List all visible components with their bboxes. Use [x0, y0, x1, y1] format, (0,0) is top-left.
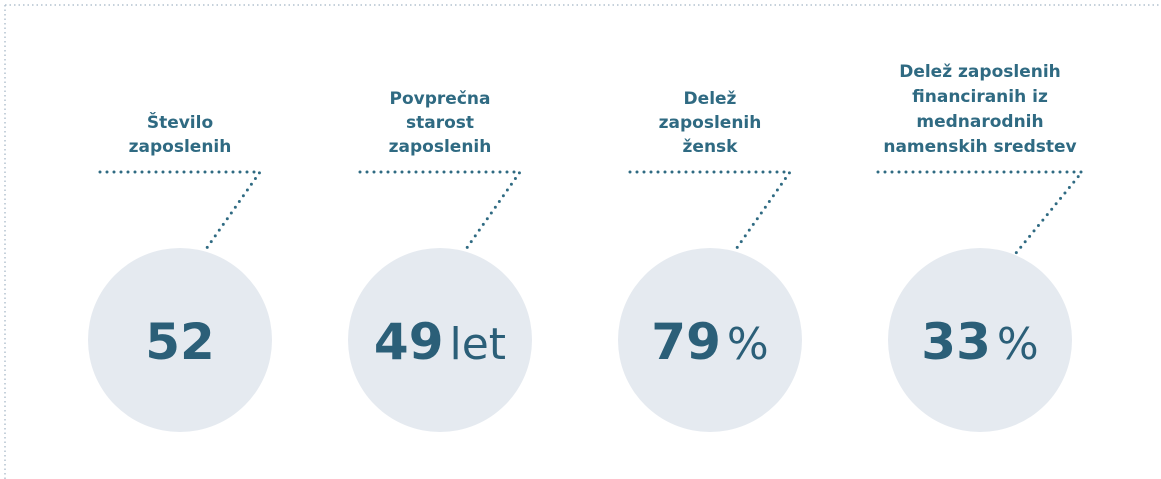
- value-number: 49: [374, 313, 444, 371]
- value-circle: [88, 248, 272, 432]
- item-label: Delež zaposlenih: [899, 62, 1061, 82]
- value-circle: [348, 248, 532, 432]
- item-label: namenskih sredstev: [883, 137, 1076, 157]
- item-label: žensk: [683, 137, 739, 157]
- item-label: starost: [406, 113, 474, 133]
- item-value: 33%: [921, 313, 1038, 371]
- value-number: 79: [651, 313, 721, 371]
- value-unit: let: [450, 319, 507, 370]
- item-label: Delež: [684, 89, 737, 109]
- item-value: 79%: [651, 313, 768, 371]
- item-label: zaposlenih: [389, 137, 492, 157]
- value-circle: [888, 248, 1072, 432]
- dotted-connector: [628, 170, 793, 274]
- item-label: financiranih iz: [912, 87, 1048, 107]
- value-number: 33: [921, 313, 991, 371]
- item-value: 49 let: [374, 313, 506, 371]
- value-unit: %: [727, 319, 769, 370]
- value-circle: [618, 248, 802, 432]
- item-label: Število: [147, 111, 213, 133]
- dotted-connector: [358, 170, 523, 274]
- item-label: zaposlenih: [129, 137, 232, 157]
- value-unit: %: [997, 319, 1039, 370]
- item-label: Povprečna: [390, 89, 491, 109]
- item-label: zaposlenih: [659, 113, 762, 133]
- dotted-connector: [98, 170, 263, 274]
- item-label: mednarodnih: [916, 112, 1043, 132]
- value-number: 52: [145, 313, 215, 371]
- dotted-connector: [876, 170, 1086, 287]
- item-value: 52: [145, 313, 215, 371]
